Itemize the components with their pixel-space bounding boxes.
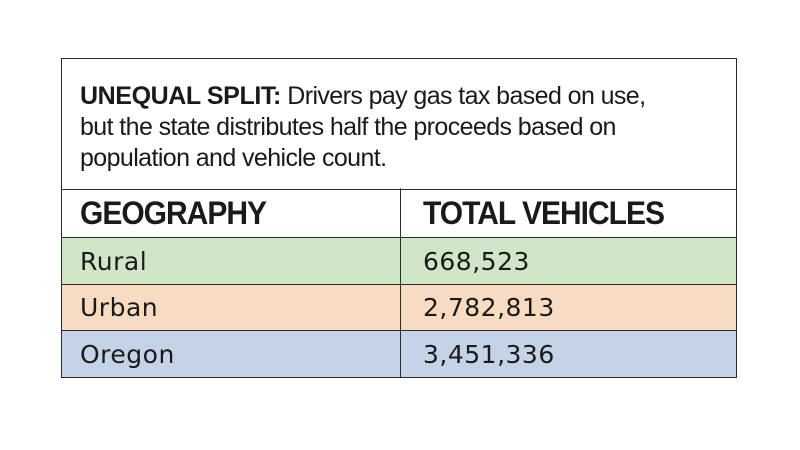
data-table-card: UNEQUAL SPLIT: Drivers pay gas tax based… — [61, 58, 737, 378]
table-row-urban: Urban 2,782,813 — [62, 284, 736, 330]
cell-total-vehicles: 668,523 — [400, 238, 736, 284]
table-caption: UNEQUAL SPLIT: Drivers pay gas tax based… — [62, 59, 736, 189]
table-header-row: GEOGRAPHY TOTAL VEHICLES — [62, 188, 736, 239]
column-header-geography: GEOGRAPHY — [80, 195, 267, 231]
cell-total-vehicles: 3,451,336 — [400, 331, 736, 377]
table-row-oregon: Oregon 3,451,336 — [62, 330, 736, 377]
caption-lead: UNEQUAL SPLIT: — [80, 82, 281, 110]
cell-geography: Urban — [80, 293, 159, 322]
table-row-rural: Rural 668,523 — [62, 237, 736, 284]
caption-line-2: but the state distributes half the proce… — [80, 113, 616, 141]
cell-total-vehicles: 2,782,813 — [400, 285, 736, 330]
table-grid: GEOGRAPHY TOTAL VEHICLES Rural 668,523 U… — [62, 188, 736, 377]
cell-geography: Oregon — [80, 339, 175, 369]
caption-line-1: Drivers pay gas tax based on use, — [287, 82, 646, 110]
column-header-total-vehicles: TOTAL VEHICLES — [400, 188, 736, 239]
caption-line-3: population and vehicle count. — [80, 144, 387, 172]
cell-geography: Rural — [80, 246, 148, 276]
